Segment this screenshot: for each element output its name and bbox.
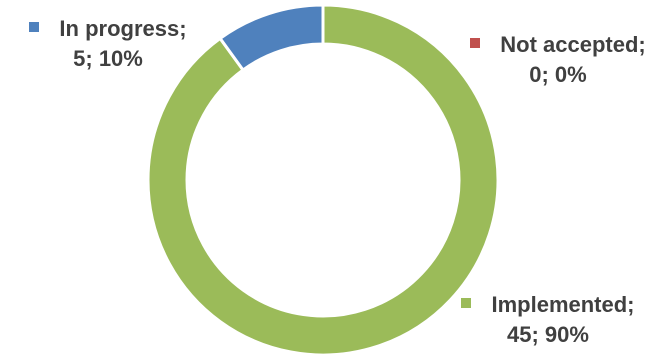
label-implemented-value: 45; 90% — [507, 322, 589, 347]
label-in-progress-name: In progress; — [59, 16, 187, 41]
legend-swatch-in-progress — [29, 22, 40, 33]
label-not-accepted-name: Not accepted; — [500, 32, 646, 57]
slice-implemented — [146, 3, 500, 357]
label-in-progress-value: 5; 10% — [73, 46, 143, 71]
data-label-in-progress: In progress; 5; 10% — [8, 14, 208, 74]
doughnut-slices — [146, 3, 500, 357]
data-label-not-accepted: Not accepted; 0; 0% — [448, 30, 668, 90]
label-not-accepted-value: 0; 0% — [529, 62, 587, 87]
slice-in-progress — [218, 3, 325, 73]
legend-swatch-not-accepted — [470, 38, 481, 49]
legend-swatch-implemented — [461, 298, 472, 309]
label-implemented-name: Implemented; — [491, 292, 635, 317]
data-label-implemented: Implemented; 45; 90% — [432, 290, 664, 350]
